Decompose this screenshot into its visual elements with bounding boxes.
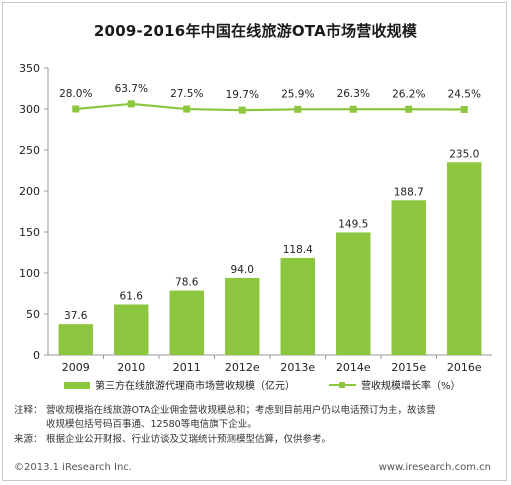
bar-2009 — [58, 324, 93, 355]
growth-rate-label: 26.3% — [337, 88, 370, 100]
growth-rate-marker — [405, 105, 413, 113]
growth-rate-marker — [349, 105, 357, 113]
bar-label: 118.4 — [283, 244, 313, 256]
growth-rate-label: 27.5% — [170, 88, 203, 100]
growth-rate-label: 19.7% — [226, 89, 259, 101]
bar-2014e — [336, 232, 371, 355]
bar-label: 61.6 — [120, 290, 144, 302]
growth-rate-label: 24.5% — [448, 89, 481, 101]
y-tick-label: 300 — [19, 103, 40, 116]
chart-title: 2009-2016年中国在线旅游OTA市场营收规模 — [93, 22, 418, 40]
source-text: 根据企业公开财报、行业访谈及艾瑞统计预测模型估算，仅供参考。 — [46, 434, 332, 445]
y-tick-label: 250 — [19, 144, 40, 157]
bar-label: 235.0 — [449, 148, 479, 160]
x-tick-label: 2011 — [173, 361, 201, 374]
growth-rate-marker — [238, 106, 246, 114]
legend-label-line: 营收规模增长率（%） — [361, 379, 461, 392]
legend-swatch-bar — [64, 382, 90, 389]
bar-2011 — [169, 290, 204, 355]
footer-copyright: ©2013.1 iResearch Inc. — [14, 462, 132, 473]
source-block: 来源： 根据企业公开财报、行业访谈及艾瑞统计预测模型估算，仅供参考。 — [14, 433, 331, 447]
legend-swatch-marker — [339, 382, 345, 388]
x-tick-label: 2016e — [447, 361, 482, 374]
footer-website: www.iresearch.com.cn — [378, 462, 491, 473]
bar-2013e — [280, 257, 315, 355]
growth-rate-label: 26.2% — [392, 88, 425, 100]
growth-rate-marker — [460, 106, 468, 114]
x-tick-label: 2010 — [117, 361, 145, 374]
x-tick-label: 2015e — [391, 361, 426, 374]
note-block: 注释： 营收规模指在线旅游OTA企业佣金营收规模总和；考虑到目前用户仍以电话预订为… — [14, 404, 436, 418]
bar-2012e — [225, 277, 260, 355]
legend-label-bar: 第三方在线旅游代理商市场营收规模（亿元） — [95, 379, 295, 392]
y-tick-label: 200 — [19, 185, 40, 198]
growth-rate-marker — [72, 105, 80, 113]
growth-rate-label: 25.9% — [281, 88, 314, 100]
y-tick-label: 0 — [33, 349, 40, 362]
y-tick-label: 150 — [19, 226, 40, 239]
bar-label: 37.6 — [64, 310, 88, 322]
x-tick-label: 2009 — [62, 361, 90, 374]
bar-label: 149.5 — [338, 218, 368, 230]
chart-legend: 第三方在线旅游代理商市场营收规模（亿元） 营收规模增长率（%） — [64, 379, 461, 392]
growth-rate-line — [75, 102, 465, 112]
source-label: 来源： — [14, 434, 43, 445]
bar-2016e — [447, 162, 482, 355]
growth-rate-marker — [294, 105, 302, 113]
y-tick-label: 100 — [19, 267, 40, 280]
note-label: 注释： — [14, 405, 43, 416]
bar-2010 — [114, 304, 149, 355]
x-tick-label: 2014e — [336, 361, 371, 374]
y-tick-label: 50 — [26, 308, 40, 321]
bar-label: 94.0 — [231, 264, 254, 276]
growth-rate-marker — [127, 100, 135, 108]
note-line-2: 收规模包括号码百事通、12580等电信旗下企业。 — [46, 419, 257, 430]
x-tick-label: 2012e — [225, 361, 260, 374]
bar-label: 188.7 — [394, 186, 424, 198]
growth-rate-label: 28.0% — [59, 88, 92, 100]
growth-rate-marker — [183, 105, 191, 113]
bar-2015e — [391, 200, 426, 355]
note-line-1: 营收规模指在线旅游OTA企业佣金营收规模总和；考虑到目前用户仍以电话预订为主，故… — [46, 405, 436, 416]
growth-rate-label: 63.7% — [115, 83, 148, 95]
y-tick-label: 350 — [19, 62, 40, 75]
x-tick-label: 2013e — [280, 361, 315, 374]
bar-label: 78.6 — [175, 277, 199, 289]
